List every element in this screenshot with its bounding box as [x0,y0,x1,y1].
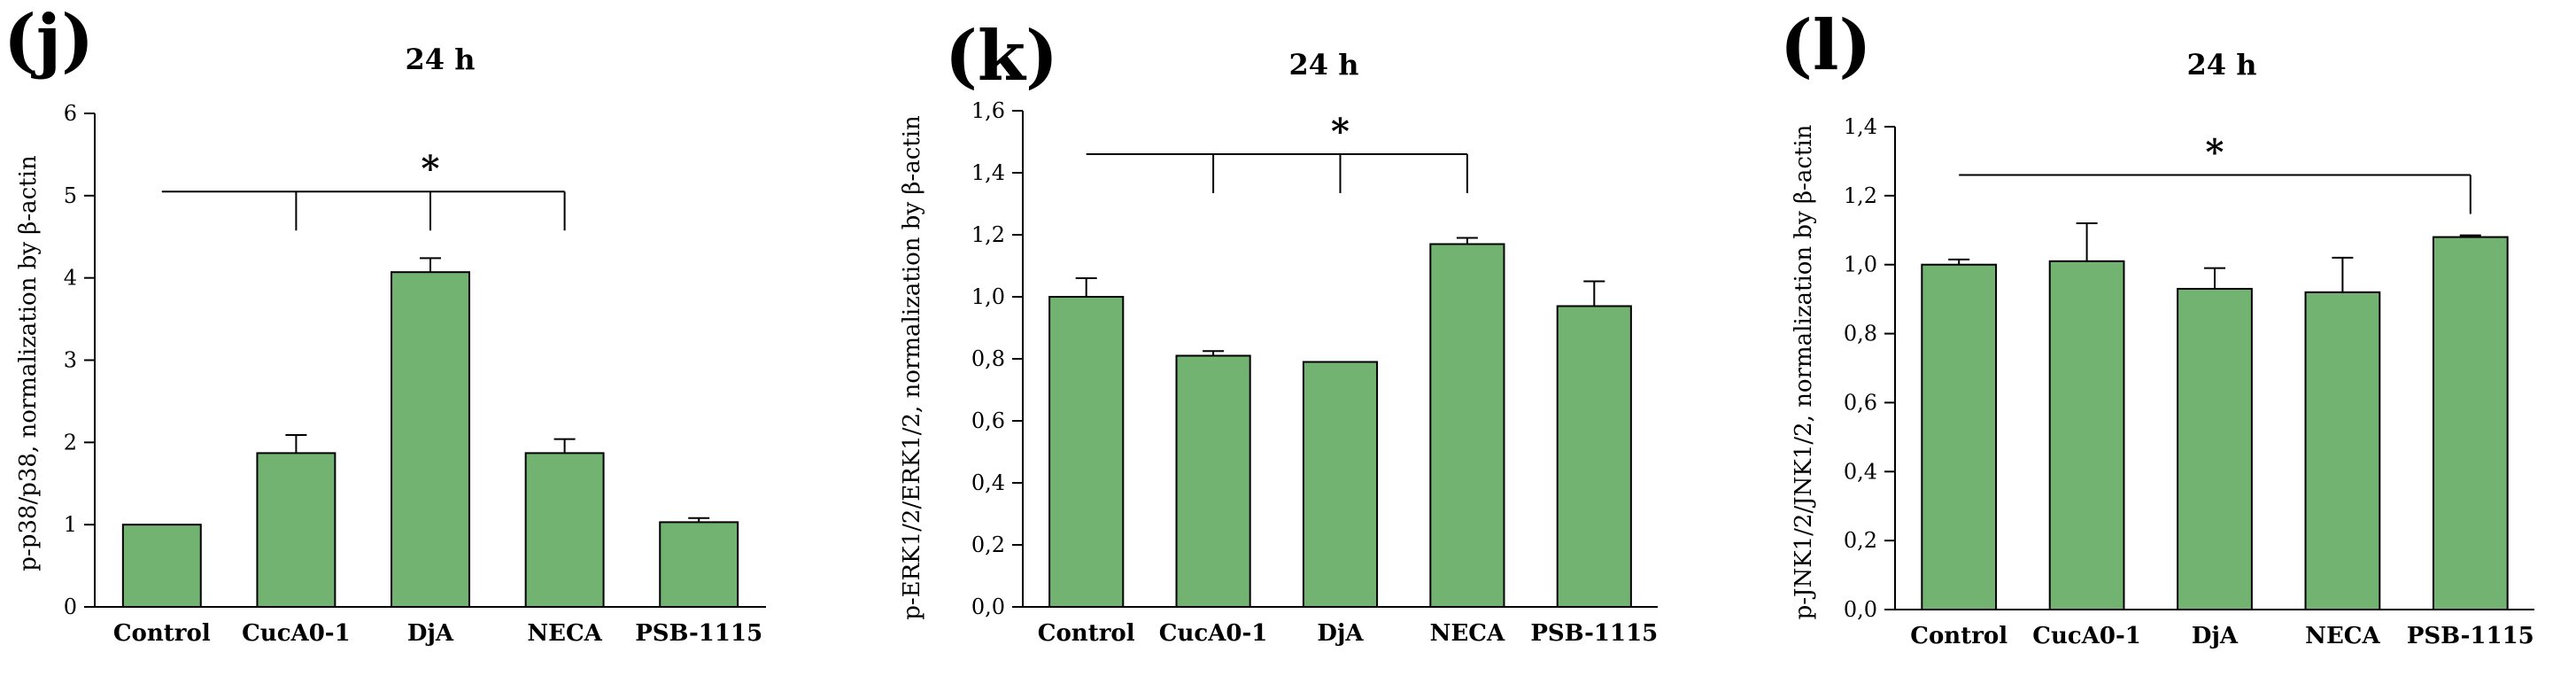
y-tick-label: 0 [64,594,77,619]
significance-star: * [1331,111,1350,152]
y-axis-label-j: p-p38/p38, normalization by β-actin [15,155,42,571]
bar-cuca0-1 [1175,354,1251,608]
bar-psb-1115 [2432,236,2509,610]
bar-neca [1429,243,1505,608]
x-tick-label: Control [1910,623,2007,649]
x-tick-label: DjA [1317,620,1364,647]
x-tick-label: CucA0-1 [242,620,351,647]
bar-dja [2177,287,2253,610]
chart-panel-k: (k) 24 h p-ERK1/2/ERK1/2, normalization … [899,16,1658,647]
bar-neca [2304,291,2381,610]
y-tick-label: 1,2 [1844,183,1877,208]
x-tick-label: CucA0-1 [2032,623,2141,649]
y-tick-label: 0,0 [971,594,1005,619]
x-tick-label: NECA [1430,620,1505,647]
y-tick-label: 1,4 [971,160,1005,185]
y-axis-label-l: p-JNK1/2/JNK1/2, normalization by β-acti… [1791,124,1817,619]
panel-label-l: (l) [1780,5,1871,86]
chart-title-j: 24 h [406,43,476,76]
panel-label-j: (j) [4,0,94,81]
y-tick-label: 1,6 [971,98,1005,123]
bar-control [1048,296,1125,608]
y-tick-label: 2 [64,430,77,455]
bar-psb-1115 [659,521,739,608]
x-tick-label: DjA [407,620,454,647]
bar-control [121,524,202,609]
y-tick-label: 1 [64,512,77,537]
x-tick-label: DjA [2192,623,2239,649]
chart-panel-l: (l) 24 h p-JNK1/2/JNK1/2, normalization … [1780,5,2534,649]
panel-label-k: (k) [945,16,1058,97]
y-tick-label: 4 [64,266,77,291]
x-tick-label: CucA0-1 [1159,620,1268,647]
significance-star: * [422,148,440,190]
y-tick-label: 0,8 [971,346,1005,371]
y-tick-label: 5 [64,183,77,208]
y-tick-label: 3 [64,348,77,373]
bar-cuca0-1 [2048,260,2125,610]
x-tick-label: PSB-1115 [1530,620,1658,647]
y-tick-label: 6 [64,101,77,126]
y-tick-label: 1,0 [1844,253,1877,277]
y-tick-label: 0,8 [1844,322,1877,346]
y-tick-label: 0,0 [1844,597,1877,622]
y-tick-label: 0,6 [1844,390,1877,415]
y-tick-label: 0,2 [971,532,1005,557]
bar-neca [524,452,605,608]
chart-title-k: 24 h [1289,48,1359,82]
y-tick-label: 0,6 [971,408,1005,433]
chart-title-l: 24 h [2187,48,2257,82]
y-tick-label: 1,4 [1844,114,1877,139]
x-tick-label: NECA [2305,623,2380,649]
y-axis-label-k: p-ERK1/2/ERK1/2, normalization by β-acti… [899,115,925,620]
bar-dja [391,271,470,608]
y-tick-label: 0,2 [1844,528,1877,553]
chart-panel-j: (j) 24 h p-p38/p38, normalization by β-a… [4,0,766,647]
y-tick-label: 0,4 [971,470,1005,495]
y-tick-label: 0,4 [1844,459,1877,484]
x-tick-label: PSB-1115 [635,620,762,647]
bar-psb-1115 [1556,305,1632,608]
y-tick-label: 1,0 [971,284,1005,309]
x-tick-label: Control [1038,620,1135,647]
bar-dja [1302,361,1379,608]
x-tick-label: PSB-1115 [2407,623,2534,649]
significance-star: * [2206,132,2224,174]
x-tick-label: Control [113,620,211,647]
y-tick-label: 1,2 [971,222,1005,247]
bar-control [1921,263,1998,610]
x-tick-label: NECA [527,620,602,647]
bar-cuca0-1 [256,452,337,608]
